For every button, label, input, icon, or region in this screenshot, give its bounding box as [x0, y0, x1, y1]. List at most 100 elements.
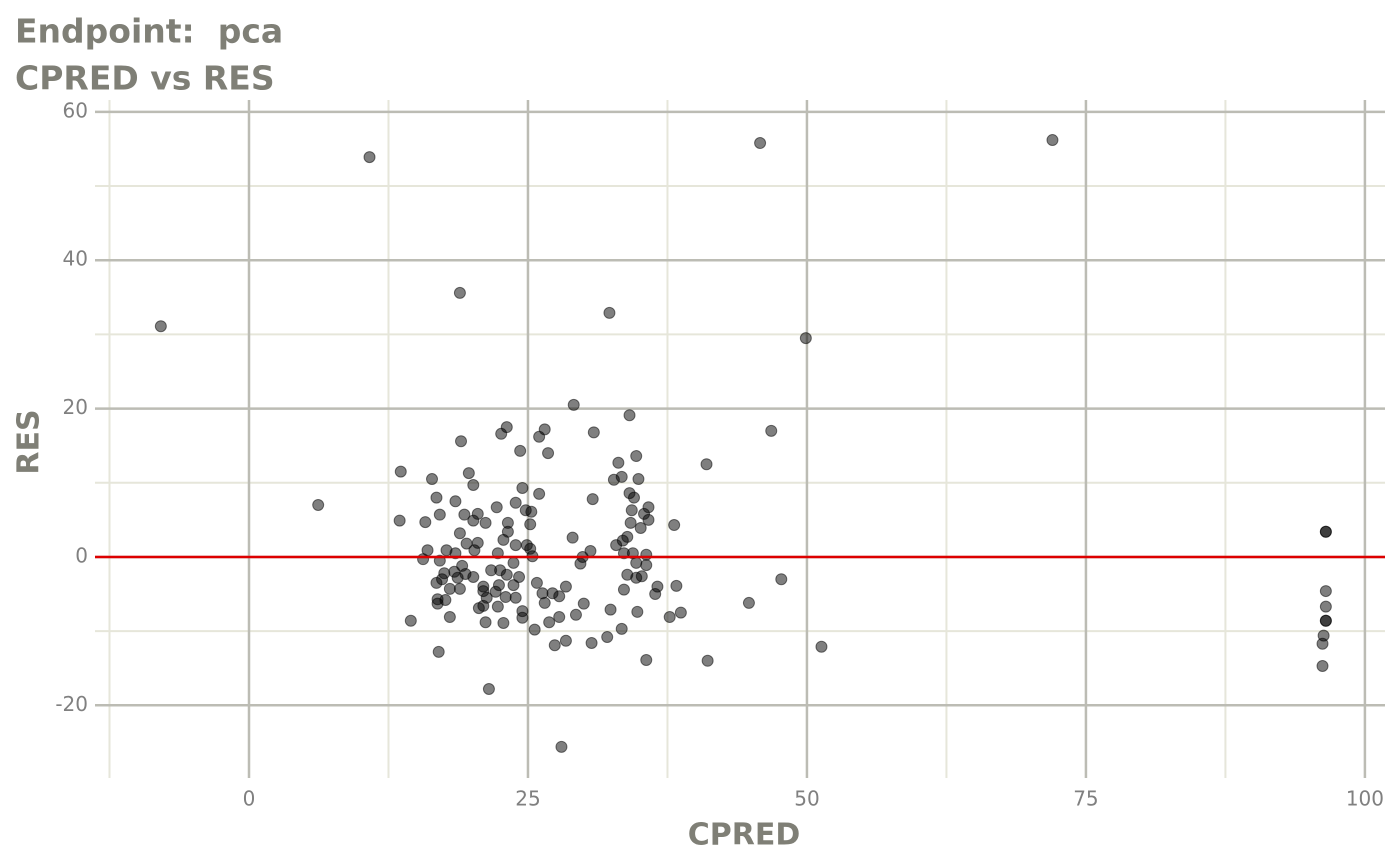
point — [630, 450, 643, 463]
point — [154, 320, 167, 333]
point — [632, 473, 645, 486]
point — [700, 458, 713, 471]
point — [393, 514, 406, 527]
point — [467, 570, 480, 583]
point — [566, 531, 579, 544]
point — [612, 456, 625, 469]
point — [513, 570, 526, 583]
point — [765, 424, 778, 437]
point — [443, 582, 456, 595]
point — [775, 573, 788, 586]
x-tick-label: 75 — [1073, 787, 1098, 811]
point — [530, 576, 543, 589]
point — [462, 467, 475, 480]
point — [1319, 525, 1332, 538]
grid: 0 25 50 75 100 -20 0 20 40 60 — [55, 98, 1385, 811]
point — [467, 478, 480, 491]
point — [431, 597, 444, 610]
x-tick-label: 0 — [243, 787, 256, 811]
points — [154, 134, 1332, 753]
point — [516, 611, 529, 624]
point — [1046, 134, 1059, 147]
point — [603, 306, 616, 319]
point — [433, 508, 446, 521]
point — [604, 603, 617, 616]
x-tick-label: 25 — [515, 787, 540, 811]
point — [569, 608, 582, 621]
point — [631, 605, 644, 618]
point — [417, 553, 430, 566]
x-tick-label: 100 — [1346, 787, 1384, 811]
point — [543, 616, 556, 629]
point — [394, 465, 407, 478]
point — [507, 556, 520, 569]
point — [490, 501, 503, 514]
point — [482, 682, 495, 695]
point — [500, 568, 513, 581]
point — [640, 548, 653, 561]
point — [499, 591, 512, 604]
point — [616, 534, 629, 547]
point — [533, 487, 546, 500]
point — [674, 606, 687, 619]
x-axis-label: CPRED — [688, 818, 801, 853]
point — [524, 518, 537, 531]
point — [430, 576, 443, 589]
point — [471, 507, 484, 520]
point — [479, 616, 492, 629]
point — [455, 435, 468, 448]
point — [640, 559, 653, 572]
x-tick-label: 50 — [794, 787, 819, 811]
point — [497, 533, 510, 546]
point — [419, 516, 432, 529]
point — [538, 596, 551, 609]
point — [663, 611, 676, 624]
y-axis-label: RES — [12, 409, 47, 474]
point — [574, 557, 587, 570]
point — [432, 645, 445, 658]
point — [528, 623, 541, 636]
point — [363, 151, 376, 164]
point — [542, 447, 555, 460]
point — [1319, 614, 1332, 627]
point — [617, 583, 630, 596]
point — [443, 611, 456, 624]
point — [630, 556, 643, 569]
point — [507, 579, 520, 592]
point — [516, 481, 529, 494]
point — [1319, 585, 1332, 598]
point — [625, 504, 638, 517]
point — [742, 596, 755, 609]
y-tick-label: 0 — [75, 543, 88, 567]
point — [489, 585, 502, 598]
point — [451, 571, 464, 584]
y-tick-label: 60 — [63, 98, 88, 122]
y-tick-label: 20 — [63, 395, 88, 419]
point — [615, 470, 628, 483]
point — [453, 286, 466, 299]
point — [553, 611, 566, 624]
point — [586, 493, 599, 506]
point — [601, 631, 614, 644]
point — [430, 491, 443, 504]
point — [577, 597, 590, 610]
point — [548, 639, 561, 652]
point — [623, 409, 636, 422]
point — [536, 587, 549, 600]
point — [624, 516, 637, 529]
point — [559, 634, 572, 647]
point — [587, 426, 600, 439]
y-tick-label: 40 — [63, 247, 88, 271]
point — [500, 421, 513, 434]
point — [567, 398, 580, 411]
point — [754, 137, 767, 150]
point — [519, 504, 532, 517]
point — [615, 622, 628, 635]
point — [491, 600, 504, 613]
point — [426, 473, 439, 486]
point — [479, 516, 492, 529]
chart-title: Endpoint: pca — [15, 12, 283, 51]
point — [1316, 637, 1329, 650]
point — [453, 527, 466, 540]
